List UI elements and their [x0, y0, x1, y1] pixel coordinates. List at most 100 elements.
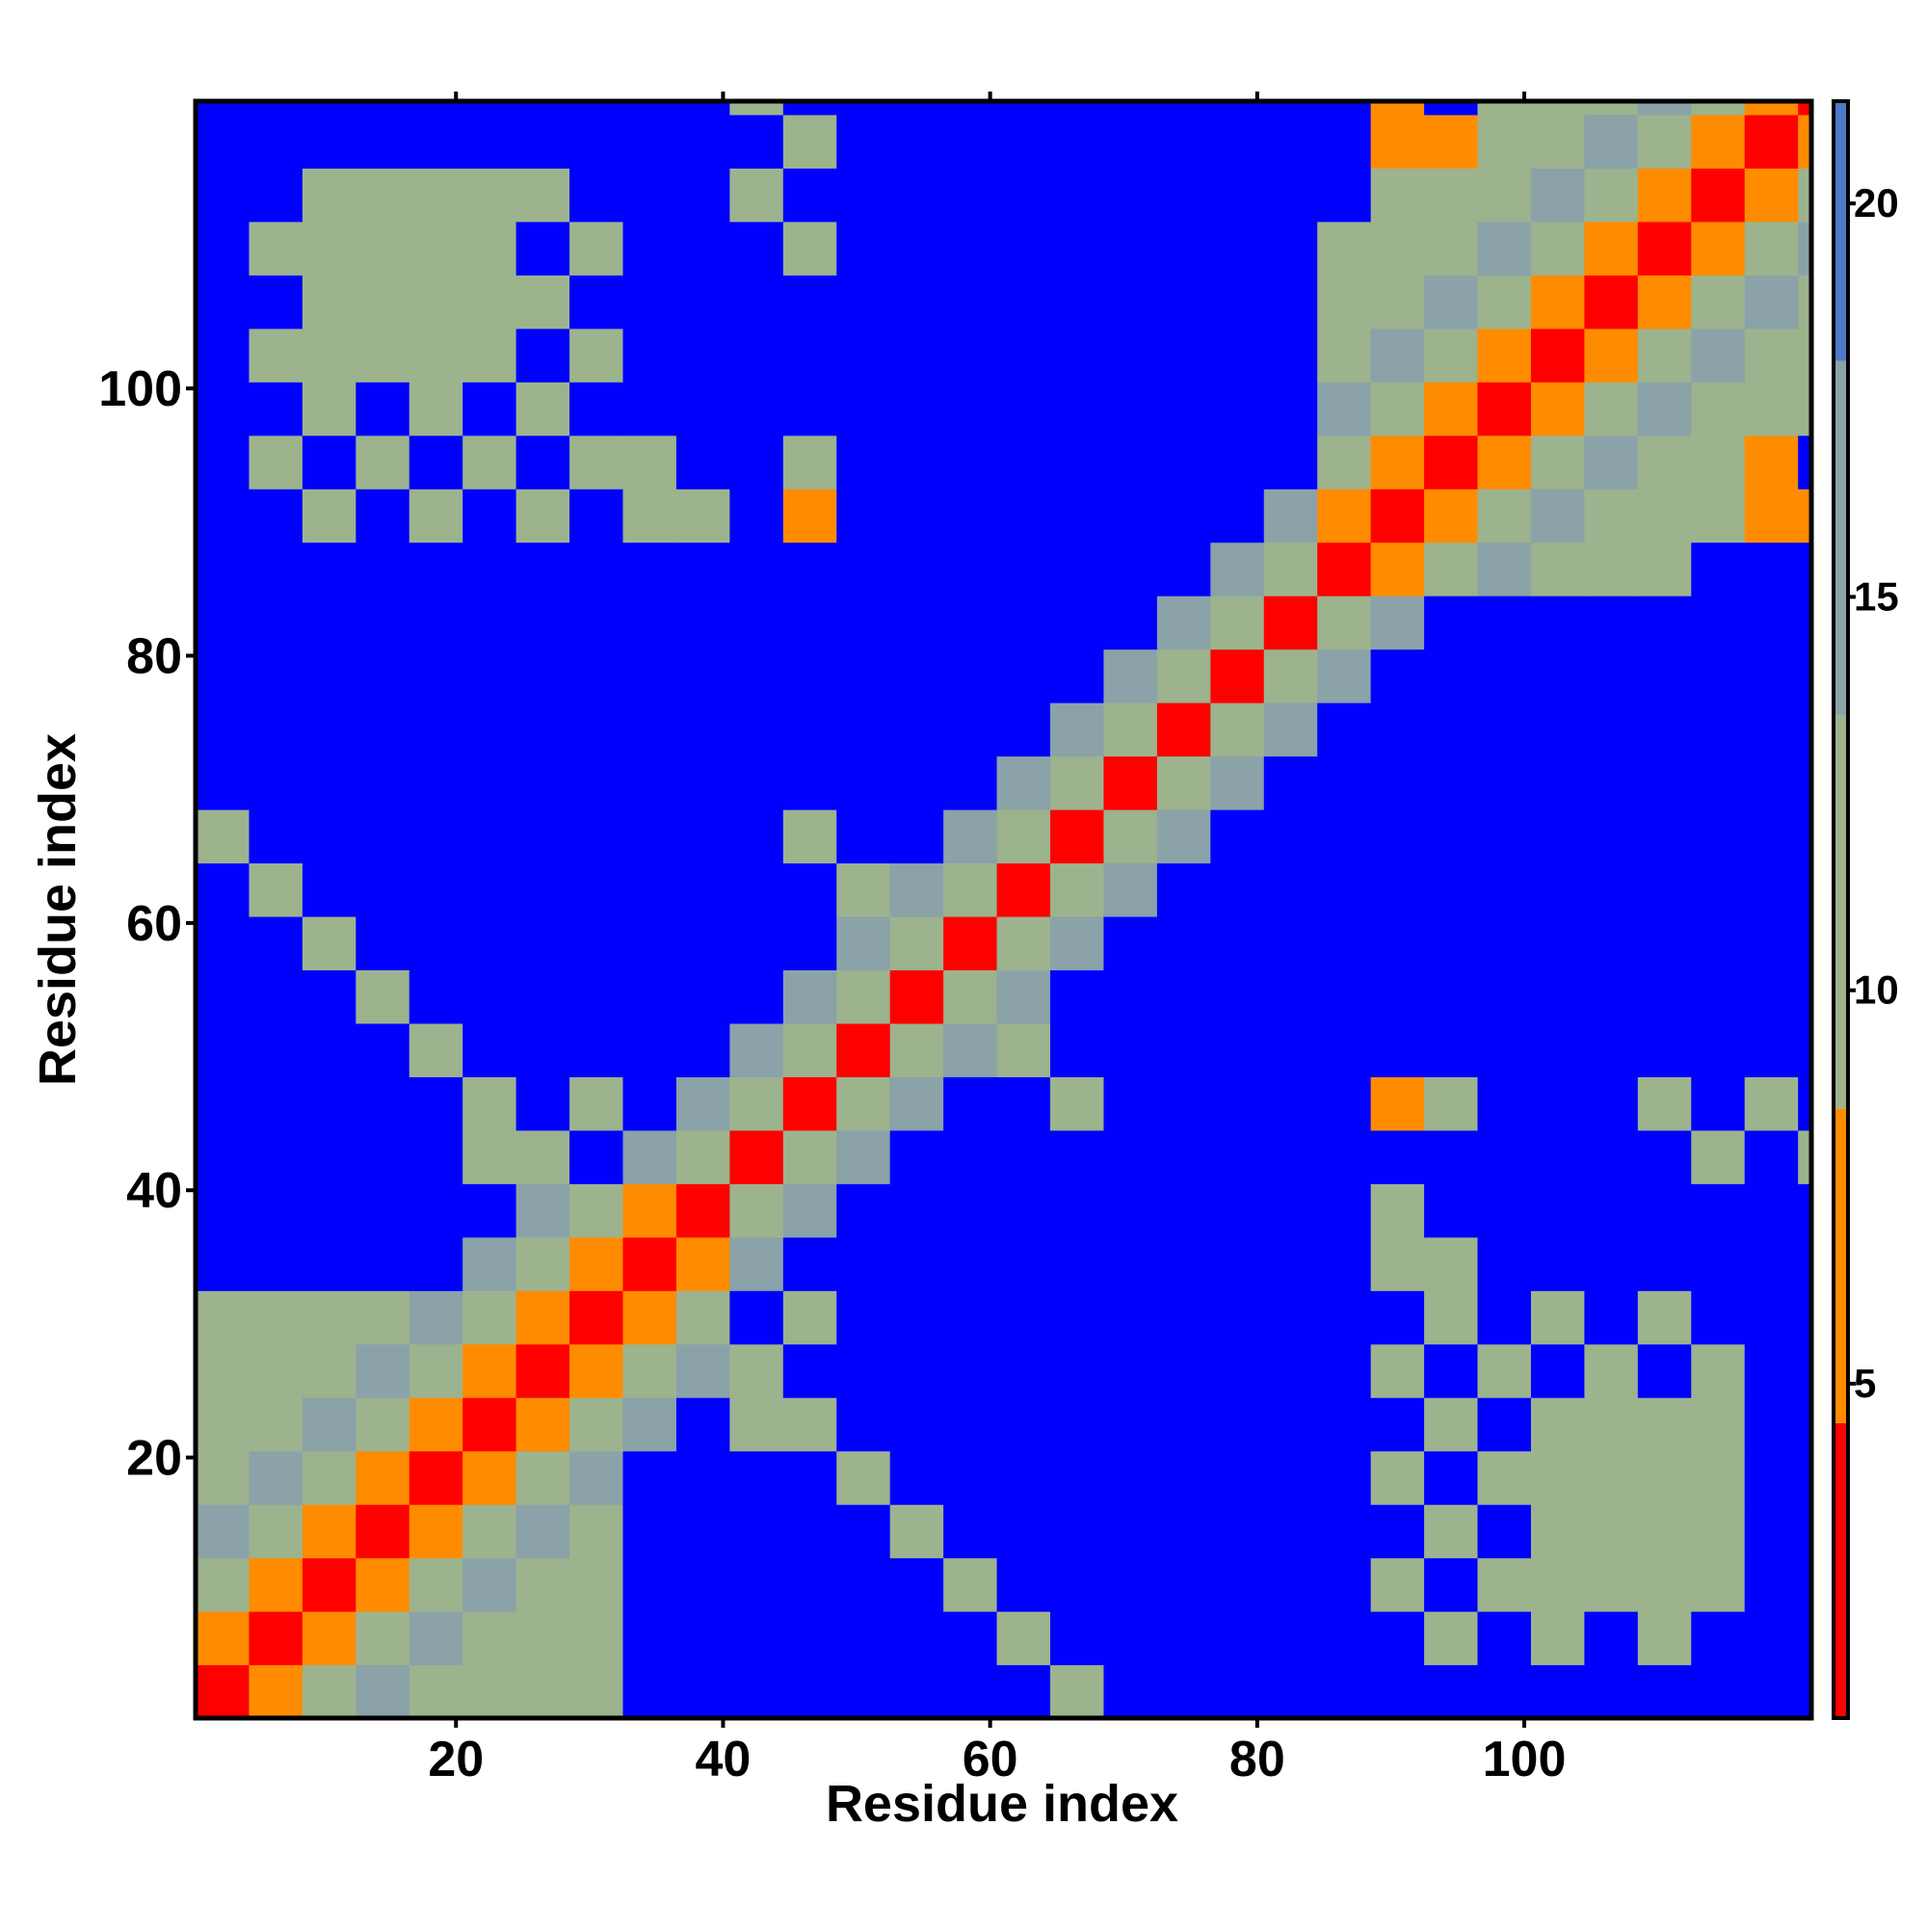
heatmap-cell — [515, 702, 570, 757]
heatmap-cell — [409, 1022, 463, 1077]
heatmap-cell — [1263, 542, 1318, 596]
heatmap-cell — [1637, 1236, 1692, 1291]
heatmap-cell — [1637, 648, 1692, 703]
heatmap-cell — [889, 435, 944, 490]
heatmap-cell — [1477, 1557, 1532, 1612]
heatmap-cell — [462, 1236, 517, 1291]
heatmap-cell — [302, 1290, 356, 1345]
heatmap-cell — [729, 1664, 784, 1719]
heatmap-cell — [1210, 275, 1265, 330]
heatmap-cell — [249, 168, 304, 223]
y-tick-label: 20 — [126, 1431, 182, 1487]
heatmap-cell — [356, 702, 410, 757]
heatmap-cell — [729, 1611, 784, 1666]
heatmap-cell — [249, 1557, 304, 1612]
heatmap-cell — [1050, 221, 1105, 276]
heatmap-cell — [409, 489, 463, 543]
heatmap-cell — [1798, 328, 1812, 383]
heatmap-cell — [302, 542, 356, 596]
heatmap-cell — [1210, 1450, 1265, 1505]
heatmap-cell — [569, 1129, 624, 1184]
heatmap-cell — [409, 1450, 463, 1505]
heatmap-cell — [675, 1236, 730, 1291]
heatmap-cell — [622, 1129, 677, 1184]
heatmap-cell — [1050, 969, 1105, 1024]
heatmap-cell — [782, 915, 837, 971]
heatmap-cell — [409, 808, 463, 864]
heatmap-cell — [889, 1290, 944, 1345]
heatmap-cell — [1691, 275, 1746, 330]
heatmap-cell — [1370, 595, 1425, 650]
heatmap-cell — [675, 755, 730, 810]
heatmap-cell — [356, 1343, 410, 1398]
heatmap-cell — [1691, 1343, 1746, 1398]
heatmap-cell — [1691, 101, 1746, 116]
heatmap-cell — [675, 1343, 730, 1398]
heatmap-cell — [1103, 1611, 1158, 1666]
heatmap-cell — [1798, 489, 1812, 543]
heatmap-cell — [1744, 1129, 1799, 1184]
heatmap-cell — [996, 382, 1051, 437]
heatmap-cell — [1584, 969, 1639, 1024]
heatmap-cell — [1370, 101, 1425, 116]
heatmap-cell — [196, 435, 251, 490]
heatmap-cell — [1691, 328, 1746, 383]
heatmap-cell — [1477, 702, 1532, 757]
heatmap-cell — [1263, 702, 1318, 757]
heatmap-cell — [782, 101, 837, 116]
heatmap-cell — [1477, 168, 1532, 223]
heatmap-cell — [1050, 1183, 1105, 1238]
heatmap-cell — [1530, 1076, 1585, 1131]
heatmap-cell — [1050, 1397, 1105, 1452]
heatmap-cell — [1263, 915, 1318, 971]
heatmap-cell — [1317, 1557, 1372, 1612]
heatmap-cell — [302, 275, 356, 330]
heatmap-cell — [1103, 1290, 1158, 1345]
heatmap-cell — [1050, 382, 1105, 437]
heatmap-cell — [462, 382, 517, 437]
heatmap-cell — [889, 595, 944, 650]
heatmap-cell — [1744, 1664, 1799, 1719]
heatmap-cell — [569, 1290, 624, 1345]
heatmap-cell — [1530, 808, 1585, 864]
heatmap-cell — [1584, 489, 1639, 543]
heatmap-cell — [1744, 101, 1799, 116]
heatmap-cell — [1210, 969, 1265, 1024]
heatmap-cell — [1530, 489, 1585, 543]
heatmap-cell — [889, 168, 944, 223]
heatmap-cell — [1424, 702, 1479, 757]
heatmap-cell — [409, 1557, 463, 1612]
heatmap-cell — [943, 1236, 998, 1291]
heatmap-cell — [782, 1236, 837, 1291]
heatmap-cell — [1263, 595, 1318, 650]
heatmap-cell — [1370, 862, 1425, 917]
heatmap-cell — [729, 915, 784, 971]
heatmap-cell — [1424, 648, 1479, 703]
heatmap-cell — [1156, 1397, 1211, 1452]
heatmap-cell — [1744, 915, 1799, 971]
heatmap-cell — [1156, 542, 1211, 596]
heatmap-cell — [729, 862, 784, 917]
heatmap-cell — [782, 702, 837, 757]
heatmap-cell — [675, 702, 730, 757]
heatmap-cell — [356, 542, 410, 596]
heatmap-cell — [1691, 542, 1746, 596]
heatmap-cell — [302, 168, 356, 223]
heatmap-cell — [1050, 1076, 1105, 1131]
heatmap-cell — [1424, 1450, 1479, 1505]
heatmap-cell — [1050, 595, 1105, 650]
heatmap-cell — [302, 969, 356, 1024]
heatmap-cell — [462, 1664, 517, 1719]
heatmap-cell — [729, 1450, 784, 1505]
heatmap-cell — [302, 702, 356, 757]
heatmap-cell — [996, 114, 1051, 169]
heatmap-cell — [1263, 1183, 1318, 1238]
heatmap-cell — [1103, 1076, 1158, 1131]
heatmap-cell — [1103, 221, 1158, 276]
heatmap-cell — [1210, 168, 1265, 223]
heatmap-cell — [1263, 1504, 1318, 1559]
heatmap-cell — [943, 969, 998, 1024]
heatmap-cell — [196, 382, 251, 437]
heatmap-cell — [1530, 168, 1585, 223]
